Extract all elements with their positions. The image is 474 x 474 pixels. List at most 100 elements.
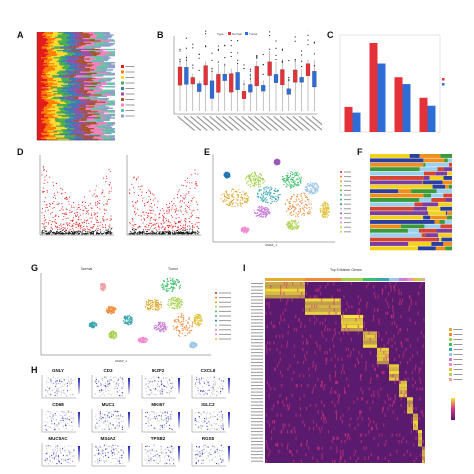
stream-band — [87, 89, 94, 92]
stream-band — [98, 34, 106, 36]
stream-band — [41, 47, 48, 50]
stream-band — [104, 80, 111, 82]
scatter-point — [170, 215, 172, 217]
stream-band — [84, 134, 89, 136]
scatter-point — [180, 206, 183, 208]
stream-band — [37, 86, 49, 88]
scatter-point — [185, 227, 187, 229]
stacked-bar-segment — [418, 228, 437, 233]
scatter-point — [102, 216, 104, 218]
stream-band — [48, 71, 58, 74]
legend-text-placeholder — [125, 110, 135, 111]
umap-point — [227, 175, 230, 177]
feature-point — [57, 382, 59, 384]
stream-band — [56, 137, 66, 140]
stream-band — [85, 60, 90, 63]
stream-band — [91, 53, 100, 56]
umap-point — [324, 207, 326, 210]
umap-point — [300, 181, 302, 183]
scatter-point — [175, 210, 177, 212]
umap-point — [177, 334, 180, 336]
stream-band — [102, 107, 113, 110]
stream-band — [79, 53, 92, 56]
umap-point — [294, 182, 296, 185]
umap-point — [124, 316, 126, 319]
scatter-point — [43, 222, 45, 224]
scatter-point — [94, 203, 97, 205]
umap-point — [153, 305, 155, 307]
umap-point — [267, 187, 269, 189]
umap-point — [101, 285, 103, 287]
umap-point — [191, 321, 193, 323]
umap-point — [299, 201, 301, 203]
umap-point — [176, 326, 178, 328]
legend-text-placeholder — [219, 333, 231, 335]
stream-band — [90, 46, 101, 48]
umap-point — [151, 307, 153, 309]
feature-point — [116, 385, 118, 388]
box — [286, 88, 291, 95]
tick-label-placeholder — [286, 115, 304, 131]
stream-band — [83, 32, 95, 34]
scatter-point — [91, 214, 93, 216]
umap-point — [181, 329, 183, 331]
stream-band — [67, 40, 79, 42]
scatter-point — [77, 233, 79, 235]
stream-band — [42, 92, 52, 94]
feature-point — [122, 379, 124, 381]
stream-band — [45, 74, 51, 76]
umap-point — [240, 228, 243, 231]
scatter-point — [68, 229, 70, 231]
umap-point — [172, 277, 174, 279]
umap-point — [268, 191, 270, 193]
scatter-point — [169, 231, 172, 233]
stream-band — [75, 89, 88, 92]
scatter-point — [81, 230, 83, 232]
stream-band — [78, 64, 88, 66]
stream-band — [44, 68, 56, 70]
stream-band — [89, 38, 100, 40]
feature-point — [53, 382, 55, 384]
umap-point — [309, 183, 311, 186]
stream-band — [61, 80, 72, 82]
scatter-point — [85, 233, 87, 235]
stream-band — [102, 137, 109, 140]
stream-band — [81, 83, 93, 86]
stream-band — [44, 44, 50, 46]
scatter-point — [189, 205, 191, 207]
stream-band — [37, 40, 47, 42]
scatter-point — [153, 204, 156, 206]
umap-point — [178, 332, 181, 334]
stream-band — [96, 120, 104, 123]
stream-band — [53, 134, 61, 136]
umap-point — [307, 190, 309, 192]
scatter-point — [48, 232, 51, 234]
umap-point — [182, 316, 184, 318]
scatter-point — [175, 217, 177, 219]
feature-point — [95, 377, 97, 379]
stacked-bar-segment — [408, 242, 432, 246]
scatter-point — [86, 210, 88, 212]
stream-band — [37, 50, 48, 52]
stream-band — [90, 99, 99, 101]
stream-band — [37, 104, 48, 106]
umap-point — [226, 194, 228, 196]
box — [312, 71, 317, 88]
stream-band — [111, 94, 115, 96]
stream-band — [75, 135, 84, 137]
umap-point — [311, 184, 313, 186]
umap-point — [159, 303, 161, 305]
stream-band — [54, 100, 61, 102]
scatter-point — [195, 231, 197, 233]
scatter-point — [144, 226, 146, 228]
stream-band — [37, 36, 44, 39]
outlier-point — [301, 54, 303, 56]
legend-text-placeholder — [219, 292, 231, 294]
umap-point — [195, 343, 197, 345]
stream-band — [80, 118, 87, 120]
umap-point — [143, 340, 145, 343]
stream-band — [99, 53, 109, 56]
umap-point — [255, 174, 257, 177]
stream-band — [76, 78, 87, 81]
stream-band — [46, 40, 52, 42]
